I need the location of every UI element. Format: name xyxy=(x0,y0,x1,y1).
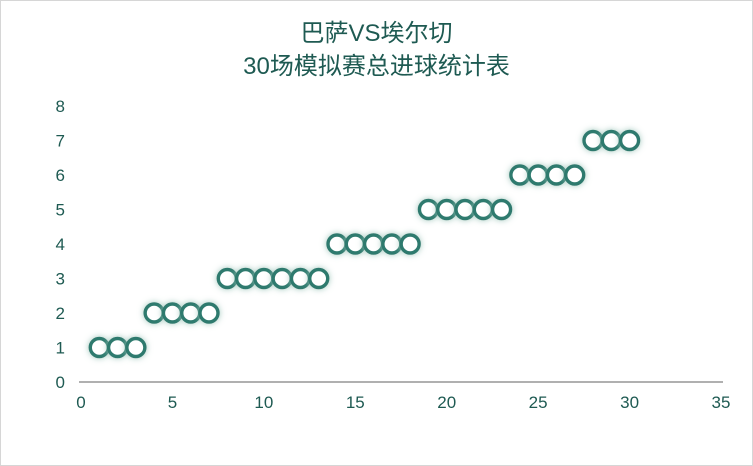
x-tick-label: 15 xyxy=(346,393,365,412)
y-tick-label: 3 xyxy=(56,270,65,289)
y-tick-label: 6 xyxy=(56,166,65,185)
data-point xyxy=(253,267,275,290)
chart-title-line2: 30场模拟赛总进球统计表 xyxy=(243,53,510,80)
data-point xyxy=(344,233,366,255)
y-tick-label: 1 xyxy=(56,339,65,358)
data-point xyxy=(308,267,330,290)
x-tick-label: 10 xyxy=(254,393,273,412)
data-point xyxy=(399,233,421,255)
x-tick-label: 20 xyxy=(437,393,456,412)
data-point xyxy=(234,267,257,290)
data-point xyxy=(289,267,312,290)
data-point xyxy=(600,129,622,152)
y-tick-label: 7 xyxy=(56,132,65,151)
data-point xyxy=(454,198,476,221)
data-point xyxy=(582,129,604,152)
data-point xyxy=(216,267,238,290)
data-point xyxy=(545,164,568,186)
y-tick-label: 4 xyxy=(56,235,65,254)
data-point xyxy=(509,164,531,186)
data-point xyxy=(527,164,549,186)
data-point xyxy=(198,302,220,324)
data-point xyxy=(564,164,586,186)
x-tick-label: 30 xyxy=(620,393,639,412)
data-point xyxy=(362,233,385,255)
x-tick-label: 0 xyxy=(76,393,85,412)
data-point xyxy=(125,336,147,359)
data-point xyxy=(436,198,458,221)
data-point xyxy=(106,336,129,359)
y-tick-label: 2 xyxy=(56,304,65,323)
chart-title: 巴萨VS埃尔切 30场模拟赛总进球统计表 xyxy=(1,17,752,83)
data-point xyxy=(326,233,348,255)
y-tick-label: 0 xyxy=(56,373,65,392)
data-point xyxy=(490,198,513,221)
data-point xyxy=(180,302,202,324)
data-point xyxy=(381,233,403,255)
data-point xyxy=(271,267,293,290)
data-points xyxy=(88,129,641,359)
x-tick-label: 25 xyxy=(529,393,548,412)
data-point xyxy=(143,302,165,324)
y-tick-label: 5 xyxy=(56,201,65,220)
data-point xyxy=(417,198,440,221)
data-point xyxy=(472,198,494,221)
data-point xyxy=(88,336,110,359)
data-point xyxy=(161,302,184,324)
x-tick-label: 35 xyxy=(712,393,731,412)
chart-title-line1: 巴萨VS埃尔切 xyxy=(300,20,453,47)
data-point xyxy=(618,129,641,152)
axes: 0 5 10 15 20 25 30 35 0 1 2 3 4 5 6 7 8 xyxy=(56,97,731,412)
x-tick-label: 5 xyxy=(168,393,177,412)
y-tick-label: 8 xyxy=(56,97,65,116)
